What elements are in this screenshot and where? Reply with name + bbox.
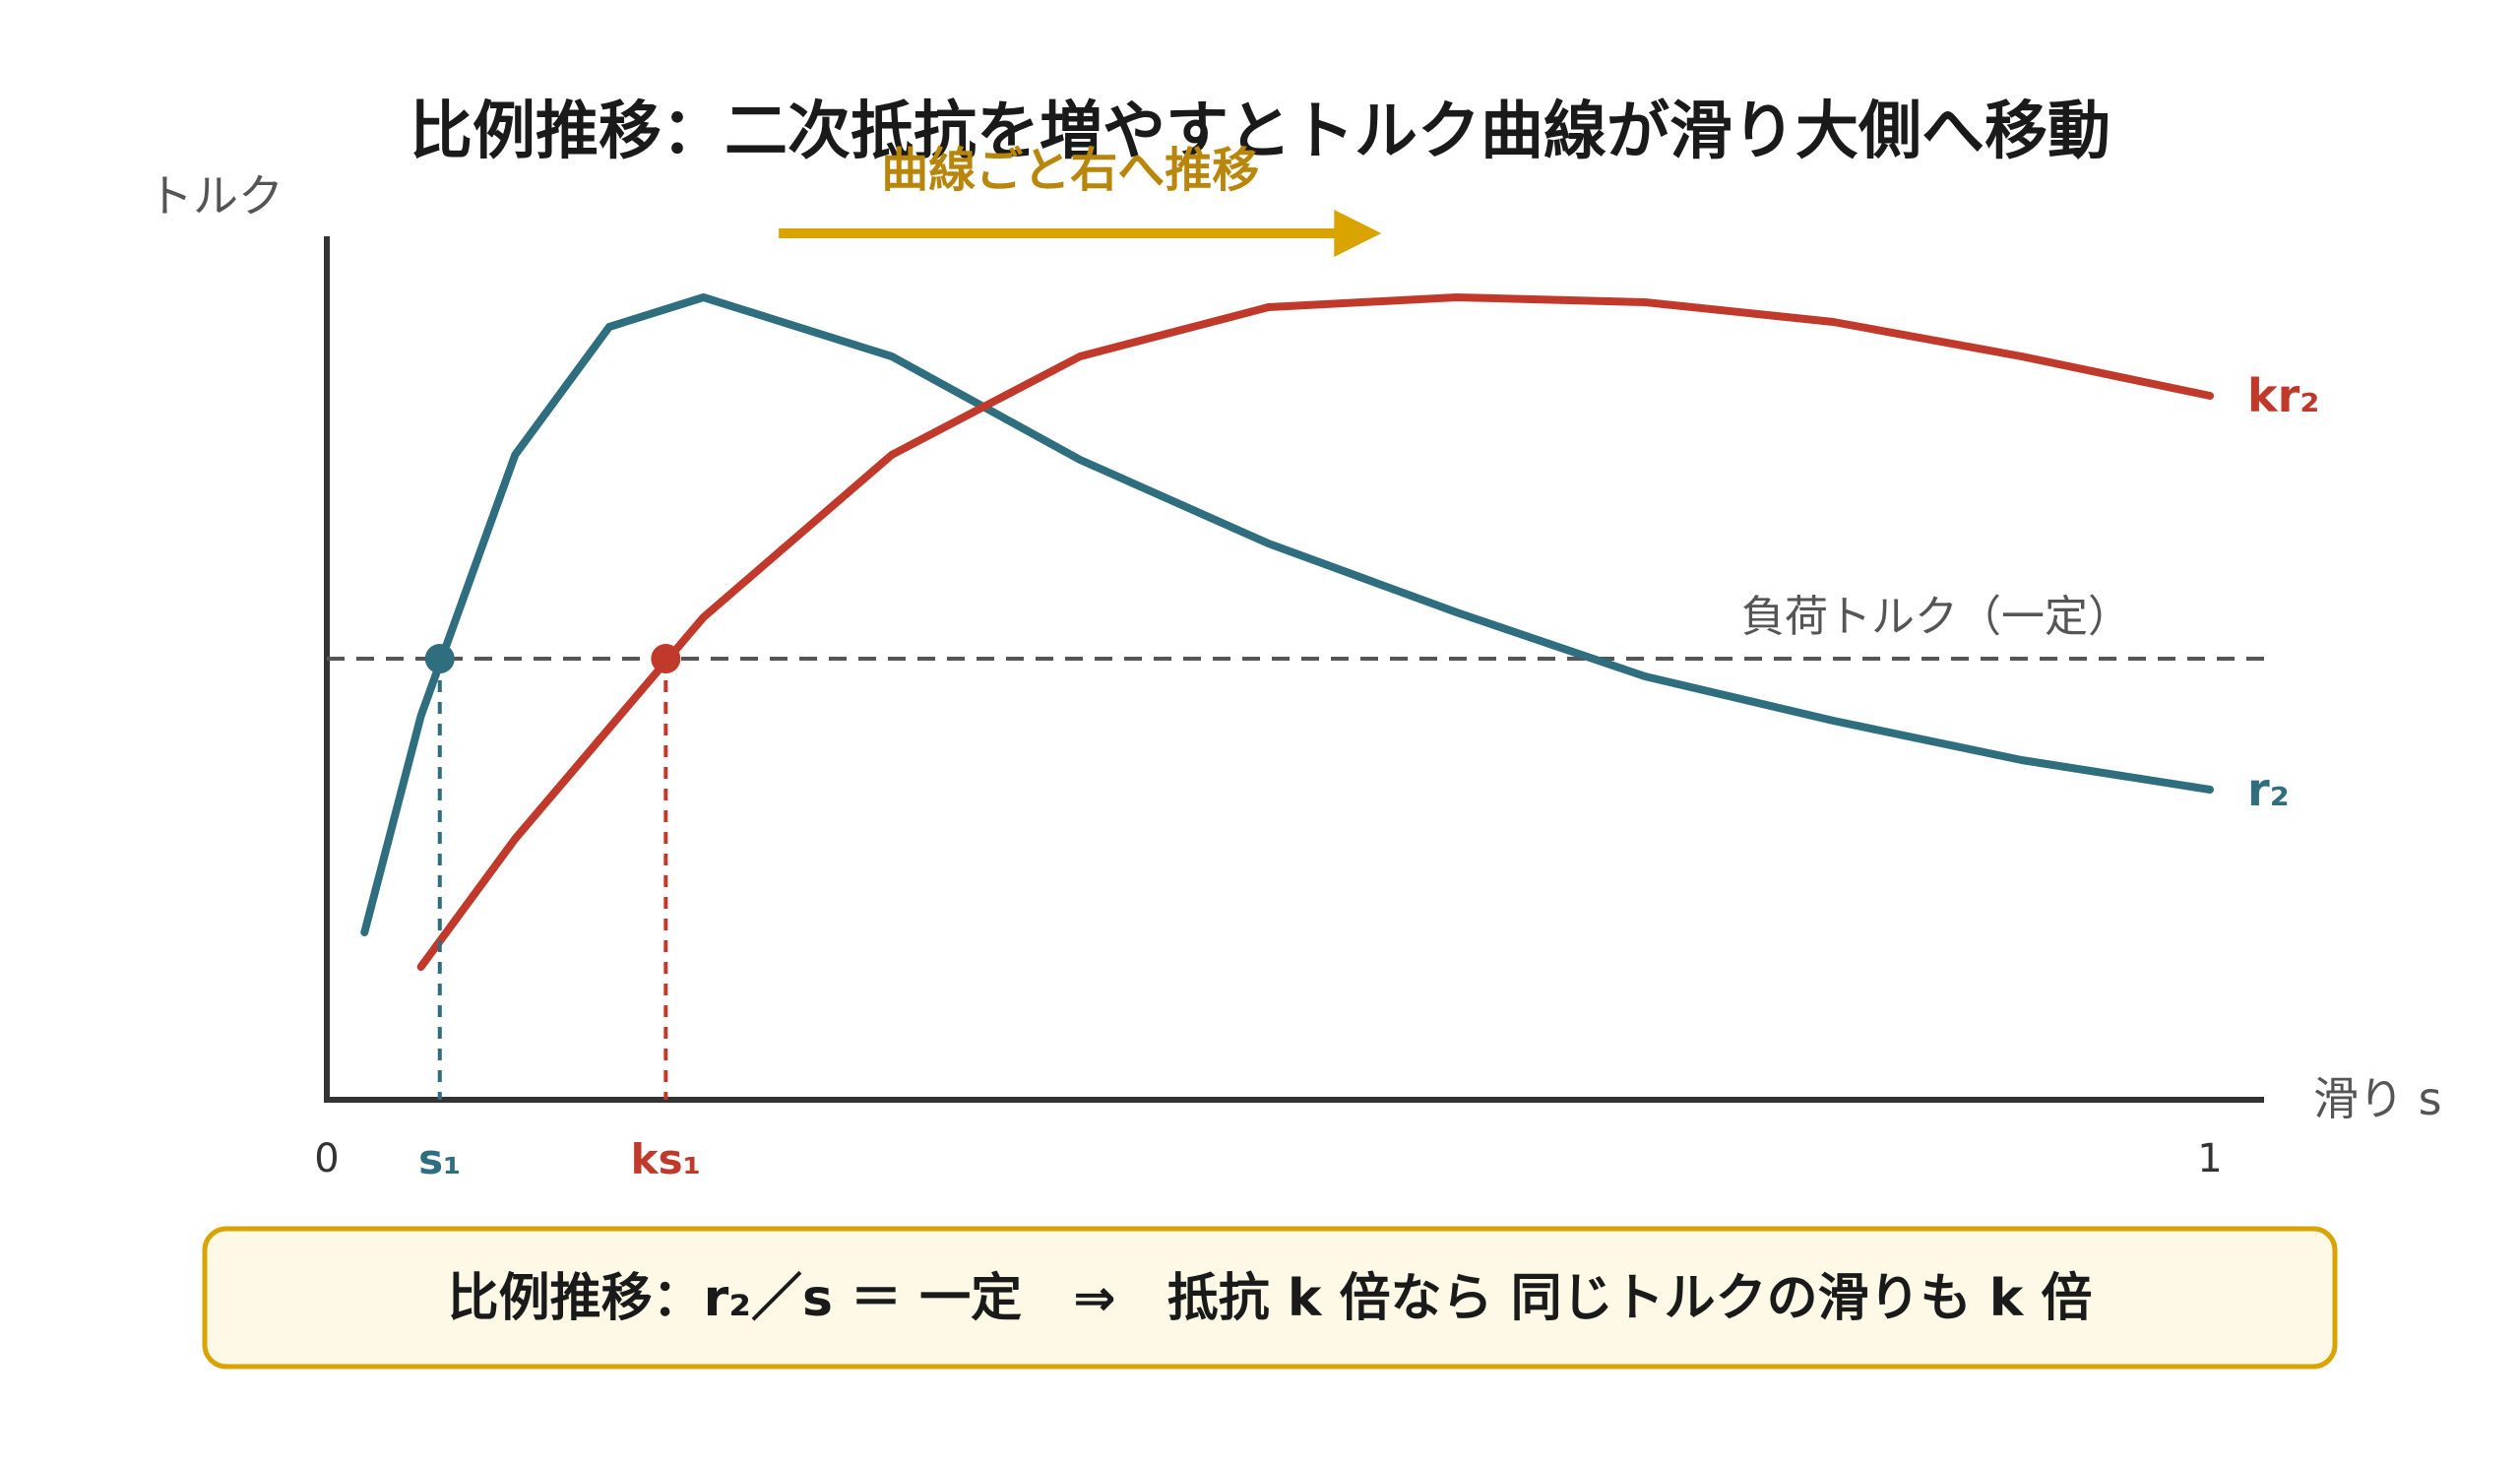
formula-box: 比例推移：r₂／s ＝ 一定 ⇒ 抵抗 k 倍なら 同じトルクの滑りも k 倍: [202, 1226, 2338, 1370]
marker-point-1: [651, 644, 681, 673]
load-torque-label: 負荷トルク（一定）: [1741, 592, 2131, 642]
marker-point-0: [424, 644, 455, 673]
shift-arrow-label: 曲線ごと右へ推移: [881, 143, 1259, 198]
series-label-0: r₂: [2247, 763, 2290, 816]
formula-box-frame: [202, 1226, 2338, 1370]
shift-arrow-group: 曲線ごと右へ推移: [779, 143, 1382, 257]
marker-label-0: s₁: [418, 1135, 461, 1183]
formula-text: 比例推移：r₂／s ＝ 一定 ⇒ 抵抗 k 倍なら 同じトルクの滑りも k 倍: [448, 1269, 2093, 1328]
series-line-0: [360, 293, 2214, 936]
load-torque-line-group: 負荷トルク（一定）: [327, 592, 2264, 661]
x-axis-label: 滑り s: [2313, 1072, 2442, 1125]
series-group: r₂ kr₂: [360, 293, 2319, 971]
marker-label-1: ks₁: [631, 1135, 701, 1183]
x-tick-label-0: 0: [314, 1136, 339, 1181]
series-label-1: kr₂: [2247, 369, 2319, 422]
x-tick-label-1: 1: [2197, 1136, 2222, 1181]
y-axis-label: トルク: [148, 169, 284, 223]
shift-arrow-head: [1334, 210, 1382, 257]
series-line-1: [416, 293, 2214, 971]
chart-title: 比例推移：二次抵抗を増やすとトルク曲線が滑り大側へ移動: [410, 96, 2110, 168]
markers-group: s₁ ks₁: [418, 644, 701, 1183]
